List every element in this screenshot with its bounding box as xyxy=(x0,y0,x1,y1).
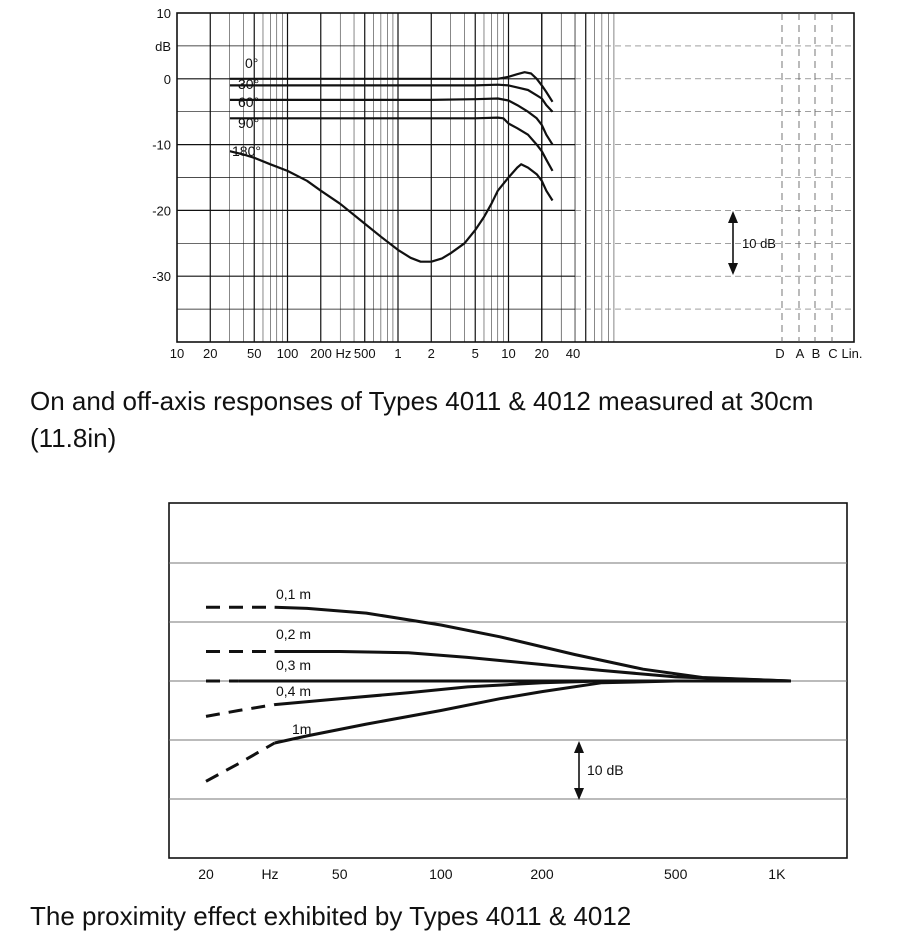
series-label: 0,3 m xyxy=(276,657,311,673)
weighting-label: D xyxy=(775,346,784,361)
series-line-dashed xyxy=(205,741,276,783)
weighting-label: B xyxy=(812,346,821,361)
x-tick-label: 100 xyxy=(429,866,453,882)
x-tick-label: 500 xyxy=(354,346,376,361)
series-label: 30° xyxy=(238,76,259,92)
series-line xyxy=(229,150,554,263)
y-tick-label: -20 xyxy=(152,203,171,218)
x-tick-label: 1K xyxy=(768,866,786,882)
series-line xyxy=(229,71,554,103)
series-line xyxy=(274,679,791,745)
x-tick-label: 200 Hz xyxy=(310,346,351,361)
x-tick-label: 20 xyxy=(198,866,214,882)
series-label: 1m xyxy=(292,721,311,737)
x-tick-label: 40 xyxy=(566,346,580,361)
series-label: 0,2 m xyxy=(276,626,311,642)
series-label: 0° xyxy=(245,55,258,71)
x-tick-label: 10 xyxy=(170,346,184,361)
x-tick-label: 50 xyxy=(247,346,261,361)
y-tick-label: dB xyxy=(155,39,171,54)
y-tick-label: 0 xyxy=(164,72,171,87)
x-tick-label: 10 xyxy=(501,346,515,361)
scale-arrow-head-up xyxy=(728,211,738,223)
x-tick-label: 50 xyxy=(332,866,348,882)
x-tick-label: 20 xyxy=(203,346,217,361)
y-tick-label: 10 xyxy=(157,6,171,21)
series-line xyxy=(274,650,791,683)
x-tick-label: 500 xyxy=(664,866,688,882)
series-label: 0,4 m xyxy=(276,683,311,699)
x-axis-unit: Hz xyxy=(261,866,278,882)
y-tick-label: -30 xyxy=(152,269,171,284)
x-tick-label: 5 xyxy=(472,346,479,361)
weighting-label: Lin. xyxy=(842,346,863,361)
series-label: 0,1 m xyxy=(276,586,311,602)
chart-caption-bottom: The proximity effect exhibited by Types … xyxy=(30,901,632,931)
x-tick-label: 20 xyxy=(535,346,549,361)
x-tick-label: 200 xyxy=(530,866,554,882)
series-line xyxy=(229,97,554,146)
x-tick-label: 1 xyxy=(394,346,401,361)
weighting-label: C xyxy=(828,346,837,361)
series-line xyxy=(274,605,791,683)
scale-marker-label: 10 dB xyxy=(587,762,624,778)
proximity-effect-chart: 20 50 100 200 500 1K Hz 0,1 m 0,2 m 0,3 m 0,4 m 1m 1… xyxy=(168,502,848,882)
x-tick-label: 2 xyxy=(428,346,435,361)
series-label: 90° xyxy=(238,115,259,131)
series-line-dashed xyxy=(205,703,275,718)
x-tick-label: 100 xyxy=(277,346,299,361)
scale-arrow-head-up xyxy=(574,741,584,753)
scale-marker-label: 10 dB xyxy=(742,236,776,251)
polar-response-chart: 10 dB 0 -10 -20 -30 10 20 50 100 200 Hz 500 1 2 5 10 20 4… xyxy=(152,6,862,361)
series-label: 180° xyxy=(232,143,261,159)
chart-caption-top: On and off-axis responses of Types 4011 … xyxy=(30,386,814,453)
series-label: 60° xyxy=(238,94,259,110)
weighting-label: A xyxy=(796,346,805,361)
series-line xyxy=(229,83,554,113)
scale-arrow-head-down xyxy=(574,788,584,800)
series-line xyxy=(229,116,554,172)
scale-arrow-head-down xyxy=(728,263,738,275)
y-tick-label: -10 xyxy=(152,138,171,153)
